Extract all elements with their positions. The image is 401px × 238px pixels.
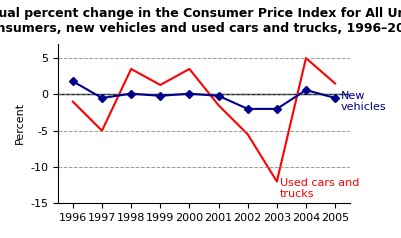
- Text: Annual percent change in the Consumer Price Index for All Urban
Consumers, new v: Annual percent change in the Consumer Pr…: [0, 7, 401, 35]
- Text: New
vehicles: New vehicles: [341, 91, 387, 112]
- Y-axis label: Percent: Percent: [15, 102, 25, 144]
- Text: Used cars and
trucks: Used cars and trucks: [280, 178, 359, 199]
